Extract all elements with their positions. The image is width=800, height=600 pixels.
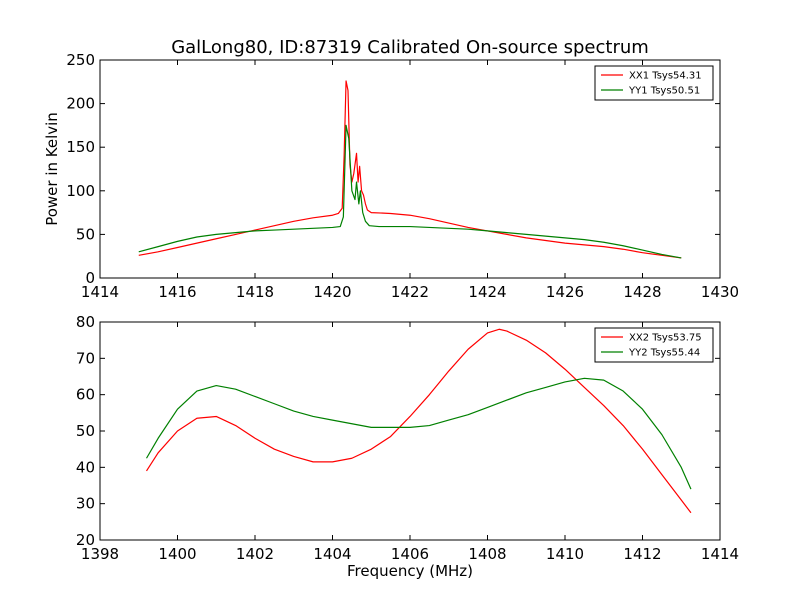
panel-1: 1414 1416 1418 1420 1422 1424 1426 1428 1430 0 50 1…: [43, 51, 739, 301]
panel-1-xtick-label: 1428: [623, 283, 661, 301]
panel-1-ytick-label: 100: [66, 182, 95, 200]
panel-2-ytick-label: 30: [76, 495, 95, 513]
panel-1-ytick-label: 200: [66, 95, 95, 113]
panel-2-ytick-label: 40: [76, 458, 95, 476]
panel-2-legend-box: [594, 327, 714, 363]
panel-1-xtick-label: 1430: [701, 283, 739, 301]
panel-1-legend-label: XX1 Tsys54.31: [629, 71, 702, 82]
chart-title: GalLong80, ID:87319 Calibrated On-source…: [171, 37, 649, 58]
panel-1-xtick-label: 1426: [546, 283, 584, 301]
panel-1-xtick-label: 1418: [236, 283, 274, 301]
panel-2-xtick-label: 1400: [158, 545, 196, 563]
panel-2-xtick-label: 1410: [546, 545, 584, 563]
panel-2-legend: XX2 Tsys53.75 YY2 Tsys55.44: [594, 327, 714, 363]
panel-2-xtick-label: 1404: [313, 545, 351, 563]
panel-1-series-xx-line: [138, 80, 682, 259]
panel-2-xtick-label: 1402: [236, 545, 274, 563]
panel-1-xtick-label: 1420: [313, 283, 351, 301]
panel-1-series-yy-line: [138, 124, 682, 259]
panel-2-series-xx-line: [145, 328, 692, 514]
panel-1-xtick-label: 1414: [81, 283, 119, 301]
panel-2-legend-label: XX2 Tsys53.75: [629, 333, 702, 344]
panel-1-xtick-label: 1424: [468, 283, 506, 301]
panel-2-ytick-label: 20: [76, 531, 95, 549]
panel-2-xtick-label: 1414: [701, 545, 739, 563]
panel-1-xtick-label: 1422: [391, 283, 429, 301]
panel-2-ytick-label: 60: [76, 386, 95, 404]
panel-1-legend-box: [594, 65, 714, 101]
panel-1-ytick-label: 150: [66, 138, 95, 156]
panel-1-ytick-label: 50: [76, 225, 95, 243]
panel-1-legend: XX1 Tsys54.31 YY1 Tsys50.51: [594, 65, 714, 101]
panel-1-ytick-label: 250: [66, 51, 95, 69]
panel-2-ytick-label: 70: [76, 349, 95, 367]
panel-2-xtick-label: 1406: [391, 545, 429, 563]
panel-2-legend-label: YY2 Tsys55.44: [628, 348, 700, 359]
panel-1-legend-label: YY1 Tsys50.51: [628, 86, 700, 97]
panel-2: 1398 1400 1402 1404 1406 1408 1410 1412 1414 20 30…: [76, 313, 739, 580]
panel-1-ylabel: Power in Kelvin: [43, 112, 61, 226]
panel-2-xtick-label: 1408: [468, 545, 506, 563]
panel-1-xtick-label: 1416: [158, 283, 196, 301]
panel-2-xtick-label: 1412: [623, 545, 661, 563]
panel-2-series-yy-line: [145, 377, 692, 490]
panel-2-ytick-label: 50: [76, 422, 95, 440]
panel-2-xtick-label: 1398: [81, 545, 119, 563]
panel-2-ytick-label: 80: [76, 313, 95, 331]
panel-1-ytick-label: 0: [85, 269, 95, 287]
panel-2-xlabel: Frequency (MHz): [347, 562, 473, 580]
